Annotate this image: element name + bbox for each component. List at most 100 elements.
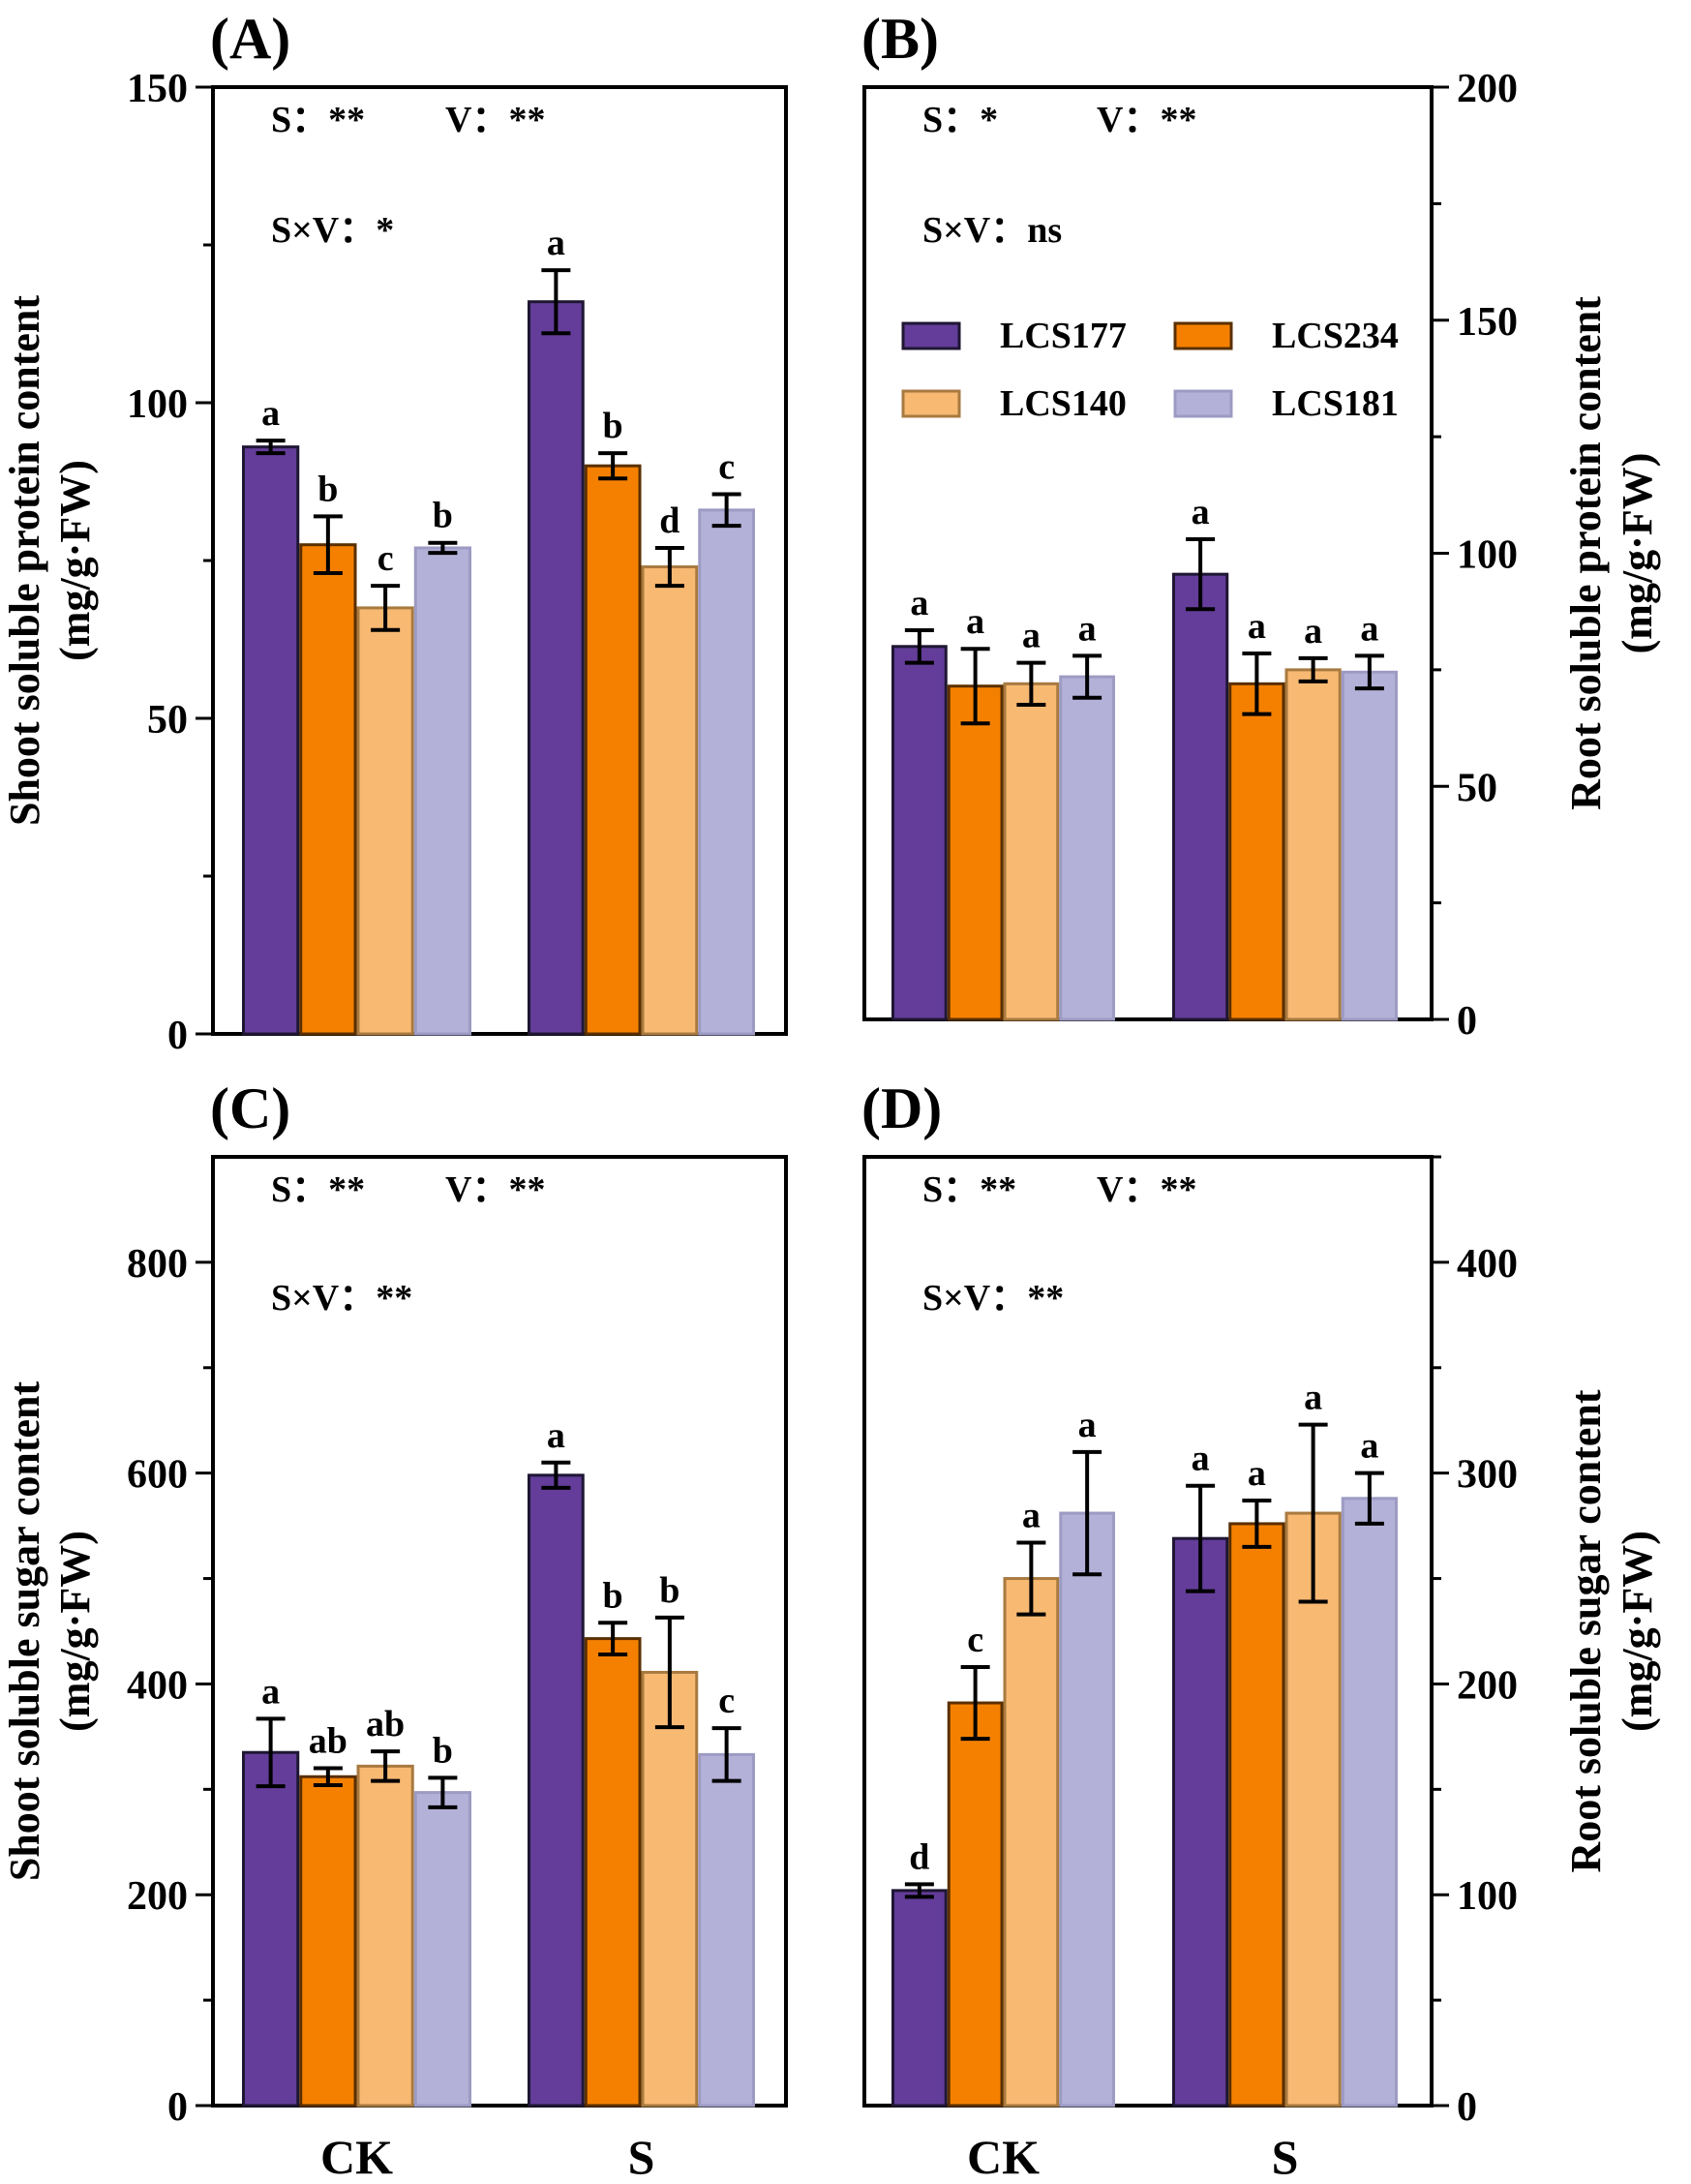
y-tick-label: 0 — [1457, 2085, 1477, 2130]
significance-letter: a — [1304, 611, 1322, 652]
significance-letter: a — [547, 1415, 565, 1456]
panel-b: (B) 0 50 100 150 200 Root soluble protein cont… — [861, 7, 1661, 1044]
y-axis-label: Shoot soluble sugar content — [1, 1381, 48, 1882]
significance-letter: a — [1248, 1453, 1266, 1494]
error-bar — [1016, 1540, 1046, 1617]
y-axis-unit: (mg/g·FW) — [51, 1531, 99, 1732]
bar-lcs177-s — [1172, 1536, 1229, 2108]
x-category-label: CK — [967, 2130, 1040, 2184]
plot-frame — [862, 1155, 1434, 2108]
bar-lcs234-s — [1228, 1522, 1285, 2108]
stat-s: S：** — [271, 100, 365, 140]
significance-letter: ab — [366, 1704, 405, 1744]
bar-lcs181-s — [1341, 1497, 1398, 2108]
bar-lcs181-s — [698, 508, 755, 1036]
bar-lcs234-s — [1228, 682, 1285, 1021]
bar-lcs140-ck — [1003, 1577, 1060, 2108]
error-bar — [313, 1766, 343, 1787]
significance-letter: c — [718, 447, 735, 488]
y-tick-label: 400 — [127, 1663, 188, 1708]
y-axis-unit: (mg/g·FW) — [1614, 1531, 1661, 1732]
panel-a: (A) 0 50 100 150 Shoot soluble protein conten… — [1, 7, 788, 1058]
error-bar — [371, 1749, 401, 1783]
bar-lcs177-ck — [242, 1750, 300, 2108]
y-axis-label: Root soluble protein content — [1562, 296, 1610, 810]
y-tick-label: 150 — [127, 67, 188, 111]
significance-letter: c — [377, 538, 394, 579]
significance-letter: b — [659, 1570, 679, 1611]
error-bar — [1354, 1471, 1384, 1526]
y-tick-label: 100 — [1457, 533, 1518, 578]
error-bar — [428, 540, 458, 556]
bar-lcs234-ck — [947, 1701, 1004, 2108]
error-bar — [1072, 1449, 1102, 1577]
significance-letter: b — [317, 469, 338, 509]
bar-lcs177-ck — [891, 1889, 948, 2108]
bar-lcs234-s — [584, 464, 642, 1036]
significance-letter: a — [1078, 1405, 1097, 1445]
significance-letter: a — [1192, 492, 1210, 532]
legend-swatch-lcs177 — [901, 321, 961, 350]
significance-letter: d — [659, 500, 679, 541]
error-bar — [654, 1615, 684, 1730]
error-bar — [598, 1621, 628, 1656]
error-bar — [1186, 537, 1216, 612]
panel-label: (A) — [210, 7, 290, 71]
error-bar — [711, 492, 741, 529]
error-bar — [904, 627, 934, 665]
error-bar — [1242, 652, 1272, 716]
significance-letter: a — [1248, 606, 1266, 647]
significance-letter: b — [433, 496, 453, 536]
stat-sxv: S×V：* — [271, 210, 394, 251]
error-bar — [960, 647, 990, 726]
panels: (A) 0 50 100 150 Shoot soluble protein conten… — [1, 7, 1661, 2184]
significance-letter: a — [1192, 1439, 1210, 1479]
significance-letter: ab — [309, 1721, 347, 1762]
y-tick-label: 400 — [1457, 1242, 1518, 1287]
bar-lcs140-ck — [356, 1764, 414, 2108]
error-bar — [711, 1726, 741, 1783]
error-bar — [541, 1460, 571, 1490]
bar-lcs181-ck — [413, 1791, 471, 2108]
legend-label-lcs181: LCS181 — [1272, 383, 1399, 424]
y-tick-label: 200 — [1457, 67, 1518, 111]
significance-letter: c — [967, 1620, 983, 1660]
y-tick-label: 50 — [1457, 766, 1497, 810]
significance-letter: a — [261, 393, 280, 434]
y-tick-label: 0 — [1457, 999, 1477, 1044]
bar-lcs140-ck — [1003, 682, 1060, 1021]
y-tick-label: 0 — [167, 1014, 188, 1058]
bar-lcs140-s — [1284, 668, 1342, 1021]
panel-d: (D) 0 100 200 300 400 Root soluble sugar conte… — [861, 1077, 1661, 2184]
significance-letter: a — [547, 223, 565, 263]
error-bar — [654, 545, 684, 589]
bar-lcs181-s — [1341, 670, 1398, 1021]
bar-lcs181-ck — [1059, 1511, 1115, 2108]
y-tick-label: 0 — [167, 2085, 188, 2130]
y-tick-label: 200 — [127, 1874, 188, 1919]
significance-letter: c — [718, 1681, 735, 1721]
error-bar — [960, 1665, 990, 1742]
bar-lcs140-s — [641, 565, 699, 1036]
legend-swatch-lcs234 — [1173, 321, 1233, 350]
significance-letter: b — [603, 1575, 623, 1616]
y-tick-label: 150 — [1457, 300, 1518, 345]
x-category-label: CK — [320, 2130, 393, 2184]
legend-label-lcs234: LCS234 — [1272, 316, 1399, 356]
error-bar — [1242, 1498, 1272, 1549]
stat-sxv: S×V：ns — [922, 210, 1062, 251]
error-bar — [1016, 660, 1046, 707]
bar-lcs234-ck — [299, 1774, 357, 2108]
bar-lcs140-ck — [356, 606, 414, 1036]
significance-letter: a — [1022, 616, 1041, 656]
error-bar — [1186, 1483, 1216, 1593]
stat-s: S：* — [922, 100, 998, 140]
panel-label: (C) — [210, 1077, 290, 1140]
y-tick-label: 600 — [127, 1453, 188, 1498]
bar-lcs140-s — [1284, 1511, 1342, 2108]
error-bar — [598, 451, 628, 481]
stat-v: V：** — [1097, 100, 1196, 140]
error-bar — [1072, 653, 1102, 700]
stat-v: V：** — [445, 1169, 545, 1210]
